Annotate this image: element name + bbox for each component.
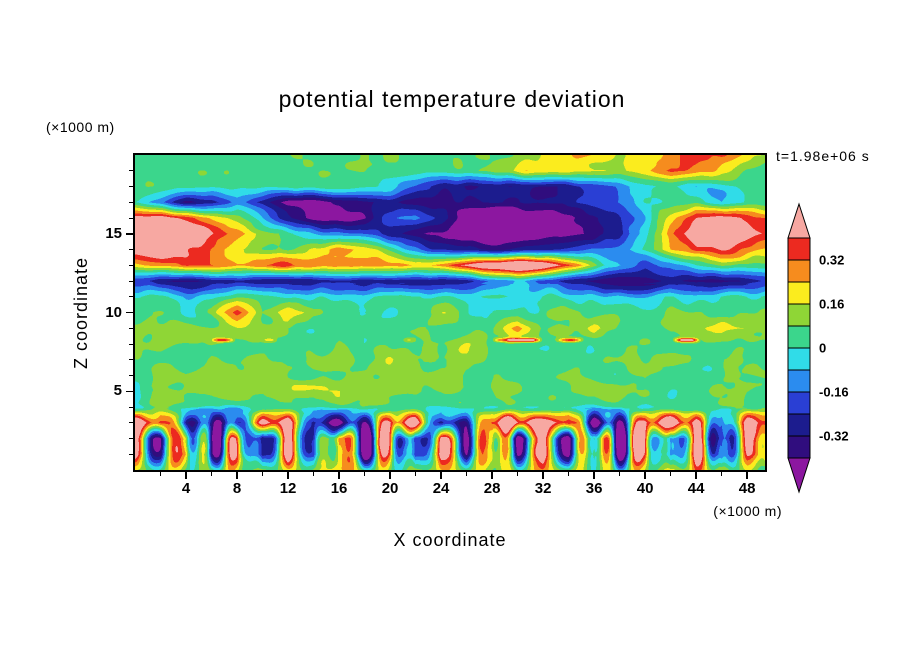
x-tick-mark — [440, 472, 442, 479]
x-tick-label: 44 — [687, 480, 705, 497]
y-minor-tick-mark — [129, 201, 133, 203]
y-tick-mark — [126, 311, 133, 314]
colorbar-band — [787, 259, 811, 283]
colorbar: 0.32 0.16 0 -0.16 -0.32 — [787, 202, 849, 494]
y-axis-units-label: (×1000 m) — [46, 119, 115, 135]
x-tick-mark — [542, 472, 544, 479]
x-tick-mark — [491, 472, 493, 479]
colorbar-lower-arrow — [787, 457, 811, 494]
x-tick-mark — [338, 472, 340, 479]
x-minor-tick-mark — [721, 472, 723, 476]
colorbar-band — [787, 237, 811, 261]
x-tick-label: 4 — [181, 480, 191, 497]
y-minor-tick-mark — [129, 327, 133, 329]
y-minor-tick-mark — [129, 217, 133, 219]
x-minor-tick-mark — [160, 472, 161, 476]
y-minor-tick-mark — [129, 296, 133, 298]
x-tick-label: 16 — [330, 480, 348, 497]
colorbar-band — [787, 391, 811, 415]
colorbar-band — [787, 281, 811, 305]
y-minor-tick-mark — [129, 249, 133, 250]
x-minor-tick-mark — [364, 472, 366, 476]
x-tick-mark — [287, 472, 289, 479]
y-minor-tick-mark — [129, 170, 133, 172]
colorbar-band — [787, 303, 811, 327]
y-minor-tick-mark — [129, 359, 133, 361]
x-axis-units-label: (×1000 m) — [713, 503, 782, 519]
x-tick-label: 24 — [432, 480, 450, 497]
x-minor-tick-mark — [211, 472, 213, 476]
x-tick-mark — [644, 472, 646, 479]
x-minor-tick-mark — [415, 472, 417, 476]
x-minor-tick-mark — [517, 472, 519, 476]
y-minor-tick-mark — [129, 375, 133, 376]
y-minor-tick-mark — [129, 453, 133, 455]
x-tick-mark — [593, 472, 595, 479]
x-minor-tick-mark — [313, 472, 315, 476]
x-tick-label: 32 — [534, 480, 552, 497]
x-tick-label: 36 — [585, 480, 603, 497]
contour-field-canvas — [135, 155, 765, 470]
colorbar-label: 0.32 — [819, 253, 844, 268]
y-tick-mark — [126, 233, 133, 235]
colorbar-label: 0 — [819, 341, 826, 356]
y-tick-label: 10 — [105, 303, 122, 321]
plot-frame — [133, 153, 767, 472]
x-tick-label: 20 — [381, 480, 399, 497]
x-tick-label: 48 — [738, 480, 756, 497]
colorbar-upper-arrow — [787, 202, 811, 239]
y-minor-tick-mark — [129, 438, 133, 439]
x-tick-mark — [185, 472, 187, 479]
y-minor-tick-mark — [129, 280, 133, 282]
x-minor-tick-mark — [568, 472, 570, 476]
x-minor-tick-mark — [619, 472, 621, 476]
x-tick-mark — [695, 472, 697, 479]
x-tick-label: 40 — [636, 480, 654, 497]
x-minor-tick-mark — [466, 472, 468, 476]
y-minor-tick-mark — [129, 343, 133, 345]
colorbar-label: -0.16 — [819, 385, 849, 400]
x-tick-mark — [389, 472, 391, 479]
colorbar-band — [787, 413, 811, 437]
colorbar-band — [787, 369, 811, 393]
y-minor-tick-mark — [129, 186, 133, 187]
y-tick-label: 15 — [105, 224, 122, 242]
colorbar-label: -0.32 — [819, 429, 849, 444]
plot-title: potential temperature deviation — [278, 86, 626, 112]
x-tick-mark — [236, 472, 238, 479]
colorbar-label: 0.16 — [819, 297, 844, 312]
x-tick-label: 8 — [232, 480, 242, 497]
y-minor-tick-mark — [129, 406, 133, 408]
colorbar-band — [787, 435, 811, 459]
time-annotation: t=1.98e+06 s — [776, 148, 870, 164]
y-minor-tick-mark — [129, 264, 133, 266]
x-tick-mark — [746, 472, 748, 479]
x-tick-label: 12 — [279, 480, 297, 497]
y-tick-mark — [126, 390, 133, 392]
x-minor-tick-mark — [262, 472, 264, 476]
y-minor-tick-mark — [129, 422, 133, 424]
x-minor-tick-mark — [670, 472, 672, 476]
x-axis-title: X coordinate — [393, 530, 507, 550]
y-tick-label: 5 — [113, 382, 122, 400]
colorbar-band — [787, 325, 811, 349]
x-tick-label: 28 — [483, 480, 501, 497]
colorbar-band — [787, 347, 811, 371]
